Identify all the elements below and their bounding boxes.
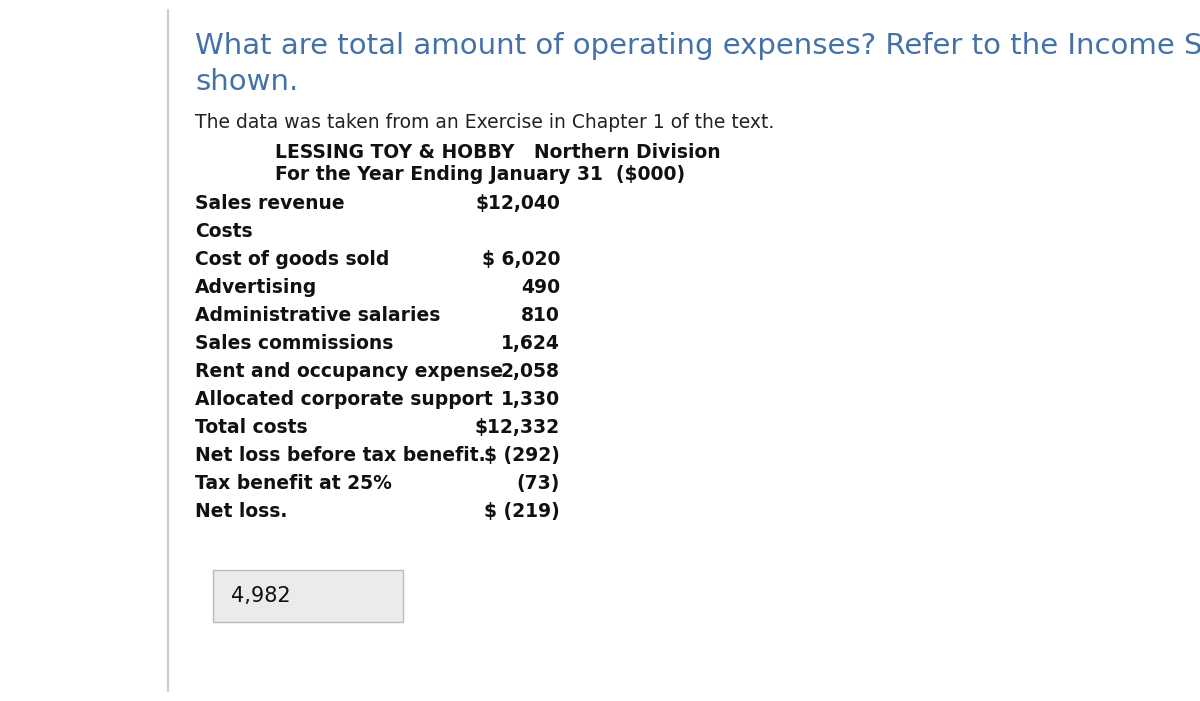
Text: Advertising: Advertising [194,278,317,297]
Text: The data was taken from an Exercise in Chapter 1 of the text.: The data was taken from an Exercise in C… [194,113,774,132]
FancyBboxPatch shape [214,570,403,622]
Text: Net loss.: Net loss. [194,502,287,521]
Text: What are total amount of operating expenses? Refer to the Income Statement: What are total amount of operating expen… [194,32,1200,60]
Text: Sales revenue: Sales revenue [194,194,344,213]
Text: For the Year Ending January 31  ($000): For the Year Ending January 31 ($000) [275,165,685,184]
Text: 2,058: 2,058 [502,362,560,381]
Text: 1,624: 1,624 [502,334,560,353]
Text: 4,982: 4,982 [230,586,290,606]
Text: Costs: Costs [194,222,253,241]
Text: Cost of goods sold: Cost of goods sold [194,250,389,269]
Text: shown.: shown. [194,68,299,96]
Text: $12,040: $12,040 [475,194,560,213]
Text: LESSING TOY & HOBBY   Northern Division: LESSING TOY & HOBBY Northern Division [275,143,721,162]
Text: Sales commissions: Sales commissions [194,334,394,353]
Text: Rent and occupancy expense: Rent and occupancy expense [194,362,503,381]
Text: $ 6,020: $ 6,020 [481,250,560,269]
Text: $12,332: $12,332 [475,418,560,437]
Text: 1,330: 1,330 [500,390,560,409]
Text: (73): (73) [517,474,560,493]
Text: 810: 810 [521,306,560,325]
Text: Tax benefit at 25%: Tax benefit at 25% [194,474,392,493]
Text: Allocated corporate support: Allocated corporate support [194,390,493,409]
Text: $ (292): $ (292) [484,446,560,465]
Text: 490: 490 [521,278,560,297]
Text: $ (219): $ (219) [485,502,560,521]
Text: Total costs: Total costs [194,418,307,437]
Text: Administrative salaries: Administrative salaries [194,306,440,325]
Text: Net loss before tax benefit.: Net loss before tax benefit. [194,446,486,465]
